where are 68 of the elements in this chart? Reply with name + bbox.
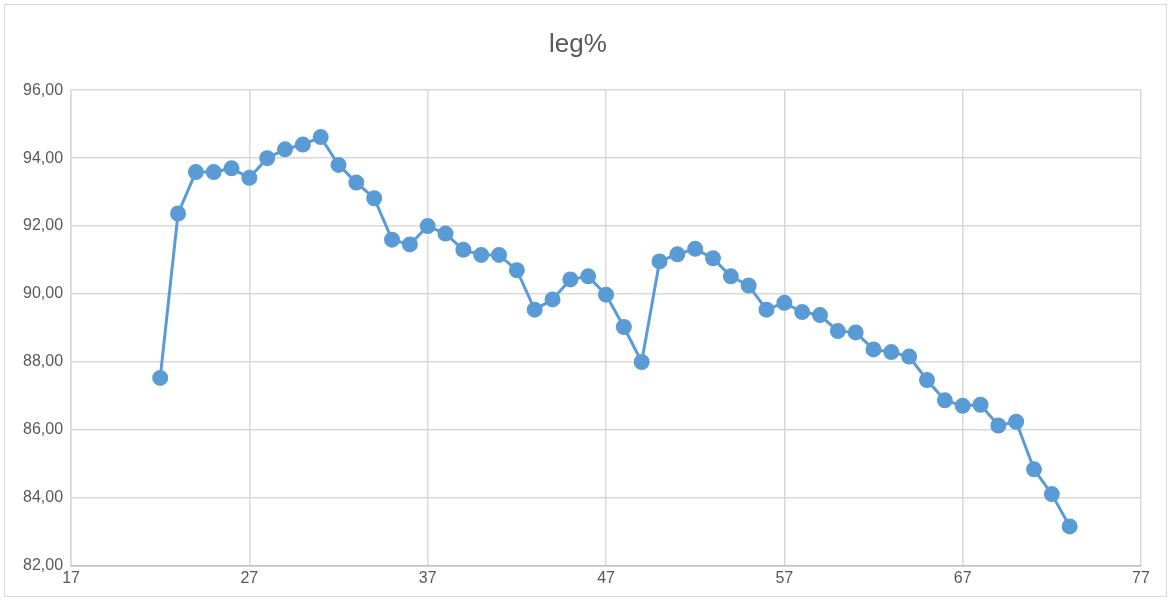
point [1061,518,1078,535]
point [990,417,1007,434]
point [901,348,918,365]
x-tick-label: 37 [418,568,437,586]
point [259,150,276,167]
x-tick-label: 67 [953,568,972,586]
point [455,241,472,258]
point [330,156,347,173]
point [651,253,668,270]
point [812,307,829,324]
point [954,397,971,414]
x-tick-label: 47 [597,568,616,586]
point [187,164,204,181]
point [1008,413,1025,430]
x-tick-label: 17 [62,568,81,586]
y-tick-label: 92,00 [22,216,64,234]
point [205,164,222,181]
point [366,190,383,207]
point [526,301,543,318]
point [419,218,436,235]
point [633,353,650,370]
x-tick-label: 77 [1132,568,1150,586]
point [580,268,597,285]
point [598,286,615,303]
point [241,169,258,186]
point [829,323,846,340]
point [687,240,704,257]
point [294,136,311,153]
y-tick-label: 84,00 [22,488,64,506]
point [919,371,936,388]
point [277,141,294,158]
point [473,246,490,263]
point [722,268,739,285]
y-tick-label: 90,00 [22,284,64,302]
point [437,225,454,242]
y-tick-label: 88,00 [22,352,64,370]
point [152,369,169,386]
point [776,294,793,311]
x-tick-label: 27 [240,568,259,586]
point [865,341,882,358]
point [936,392,953,409]
point [508,262,525,279]
point [562,271,579,288]
point [847,324,864,341]
point [491,246,508,263]
y-tick-label: 86,00 [22,420,64,438]
point [384,231,401,248]
point [669,246,686,263]
point [1043,486,1060,503]
point [758,301,775,318]
x-tick-label: 57 [775,568,794,586]
point [223,160,240,177]
point [312,129,329,146]
point [972,396,989,413]
point [794,304,811,321]
point [401,236,418,253]
chart-title: leg% [549,27,607,58]
point [883,344,900,361]
y-tick-label: 82,00 [22,556,64,574]
y-tick-label: 94,00 [22,148,64,166]
point [544,291,561,308]
point [170,205,187,222]
point [1026,461,1042,478]
y-tick-label: 96,00 [22,80,64,98]
point [615,318,632,335]
point [740,277,757,294]
point [348,174,365,191]
point [705,250,722,267]
